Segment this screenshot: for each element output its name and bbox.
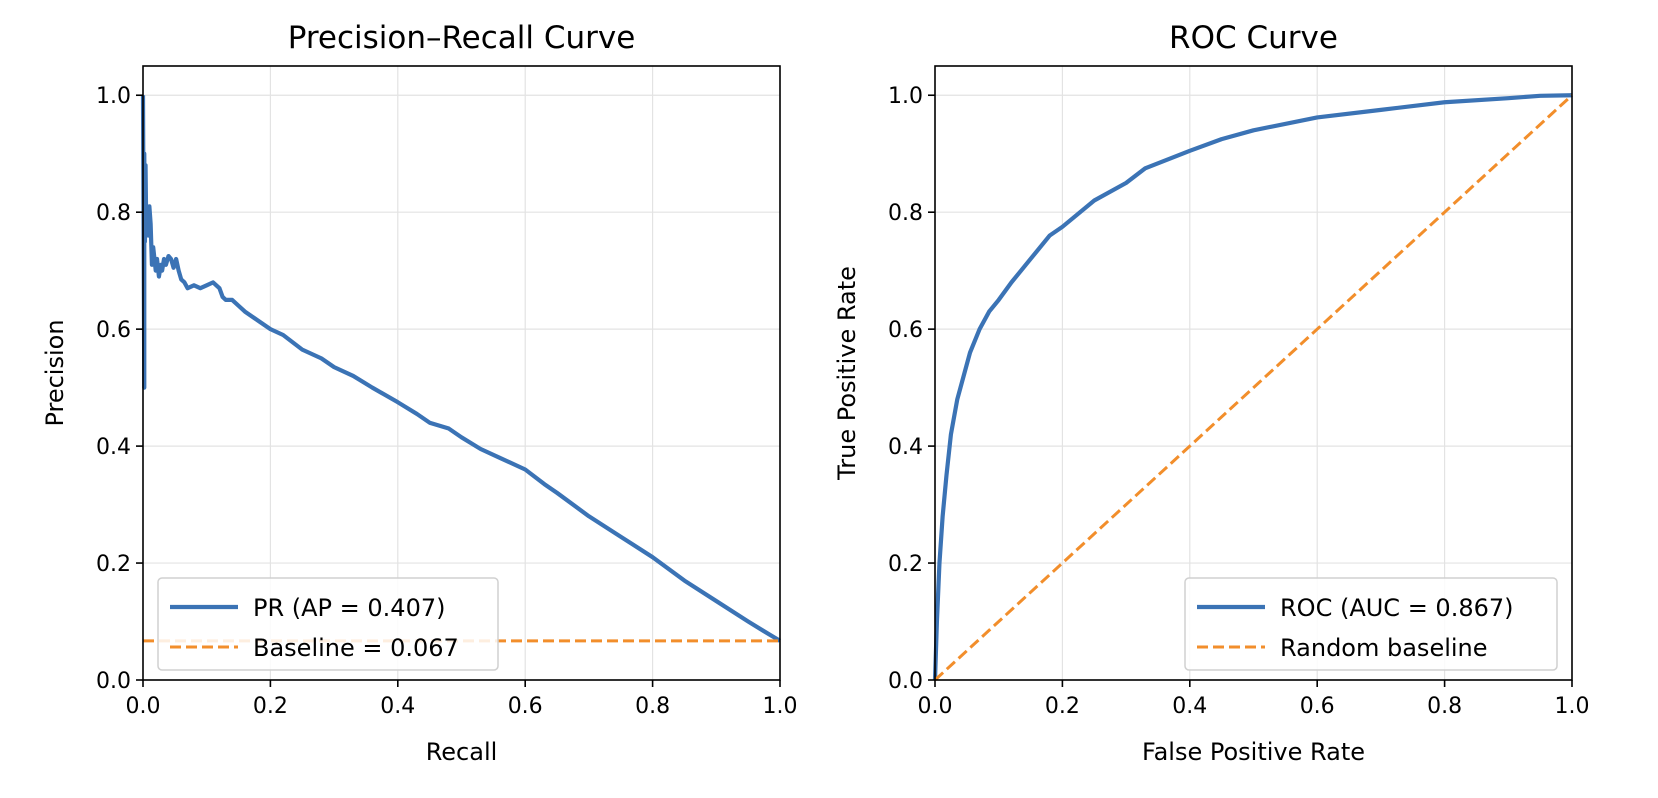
roc-chart-legend-label-1: Random baseline bbox=[1280, 634, 1488, 662]
pr-chart-panel: 0.0 0.2 0.4 0.6 0.8 1.0 0.0 0.2 0.4 0.6 0.8 1.0 PR (… bbox=[41, 20, 798, 766]
pr-chart-xtick-label-4: 0.8 bbox=[635, 694, 670, 719]
pr-chart-ytick-label-3: 0.6 bbox=[96, 318, 131, 343]
roc-chart-ytick-label-3: 0.6 bbox=[888, 318, 923, 343]
roc-chart-ytick-label-4: 0.8 bbox=[888, 201, 923, 226]
pr-chart-ytick-label-4: 0.8 bbox=[96, 201, 131, 226]
roc-chart-ytick-label-1: 0.2 bbox=[888, 552, 923, 577]
roc-chart-xtick-label-2: 0.4 bbox=[1172, 694, 1207, 719]
roc-chart-ytick-label-2: 0.4 bbox=[888, 435, 923, 460]
pr-chart-title: Precision–Recall Curve bbox=[288, 20, 636, 56]
pr-chart-ylabel: Precision bbox=[41, 319, 69, 426]
roc-chart-panel: 0.0 0.2 0.4 0.6 0.8 1.0 0.0 0.2 0.4 0.6 0.8 1.0 ROC … bbox=[833, 20, 1590, 766]
roc-chart-legend: ROC (AUC = 0.867) Random baseline bbox=[1184, 577, 1558, 671]
roc-chart-xlabel: False Positive Rate bbox=[1142, 738, 1365, 766]
roc-chart-ytick-label-0: 0.0 bbox=[888, 669, 923, 694]
pr-chart-xtick-label-3: 0.6 bbox=[508, 694, 543, 719]
roc-chart-plot-area: 0.0 0.2 0.4 0.6 0.8 1.0 0.0 0.2 0.4 0.6 0.8 1.0 ROC … bbox=[888, 65, 1590, 719]
roc-chart-legend-box bbox=[1184, 577, 1558, 671]
roc-chart-series-1-line bbox=[933, 94, 1574, 682]
pr-chart-xtick-label-2: 0.4 bbox=[380, 694, 415, 719]
roc-chart-ticks: 0.0 0.2 0.4 0.6 0.8 1.0 0.0 0.2 0.4 0.6 0.8 1.0 bbox=[888, 84, 1590, 719]
pr-chart-xtick-label-1: 0.2 bbox=[253, 694, 288, 719]
pr-chart-ytick-label-2: 0.4 bbox=[96, 435, 131, 460]
roc-chart-title: ROC Curve bbox=[1169, 20, 1338, 56]
pr-chart-frame bbox=[142, 65, 781, 681]
pr-chart-ytick-label-0: 0.0 bbox=[96, 669, 131, 694]
pr-chart-legend-label-1: Baseline = 0.067 bbox=[253, 634, 459, 662]
pr-chart-legend-box bbox=[157, 577, 499, 671]
roc-chart-xtick-label-5: 1.0 bbox=[1555, 694, 1590, 719]
pr-chart-ytick-label-1: 0.2 bbox=[96, 552, 131, 577]
pr-chart-plot-area: 0.0 0.2 0.4 0.6 0.8 1.0 0.0 0.2 0.4 0.6 0.8 1.0 PR (… bbox=[96, 65, 798, 719]
roc-chart-ylabel: True Positive Rate bbox=[833, 266, 861, 481]
pr-chart-series-0-line bbox=[140, 95, 782, 643]
pr-chart-xtick-label-0: 0.0 bbox=[126, 694, 161, 719]
pr-chart-ytick-label-5: 1.0 bbox=[96, 84, 131, 109]
roc-chart-legend-label-0: ROC (AUC = 0.867) bbox=[1280, 594, 1514, 622]
pr-chart-legend-label-0: PR (AP = 0.407) bbox=[253, 594, 445, 622]
roc-chart-xtick-label-3: 0.6 bbox=[1300, 694, 1335, 719]
pr-chart-xtick-label-5: 1.0 bbox=[763, 694, 798, 719]
pr-chart-legend: PR (AP = 0.407) Baseline = 0.067 bbox=[157, 577, 499, 671]
pr-chart-xlabel: Recall bbox=[426, 738, 498, 766]
roc-chart-xtick-label-4: 0.8 bbox=[1427, 694, 1462, 719]
roc-chart-series-0-line bbox=[932, 93, 1573, 681]
roc-chart-ytick-label-5: 1.0 bbox=[888, 84, 923, 109]
roc-chart-xtick-label-0: 0.0 bbox=[918, 694, 953, 719]
roc-chart-frame bbox=[934, 65, 1573, 681]
pr-chart-ticks: 0.0 0.2 0.4 0.6 0.8 1.0 0.0 0.2 0.4 0.6 0.8 1.0 bbox=[96, 84, 798, 719]
roc-chart-series bbox=[932, 93, 1574, 682]
roc-chart-xtick-label-1: 0.2 bbox=[1045, 694, 1080, 719]
